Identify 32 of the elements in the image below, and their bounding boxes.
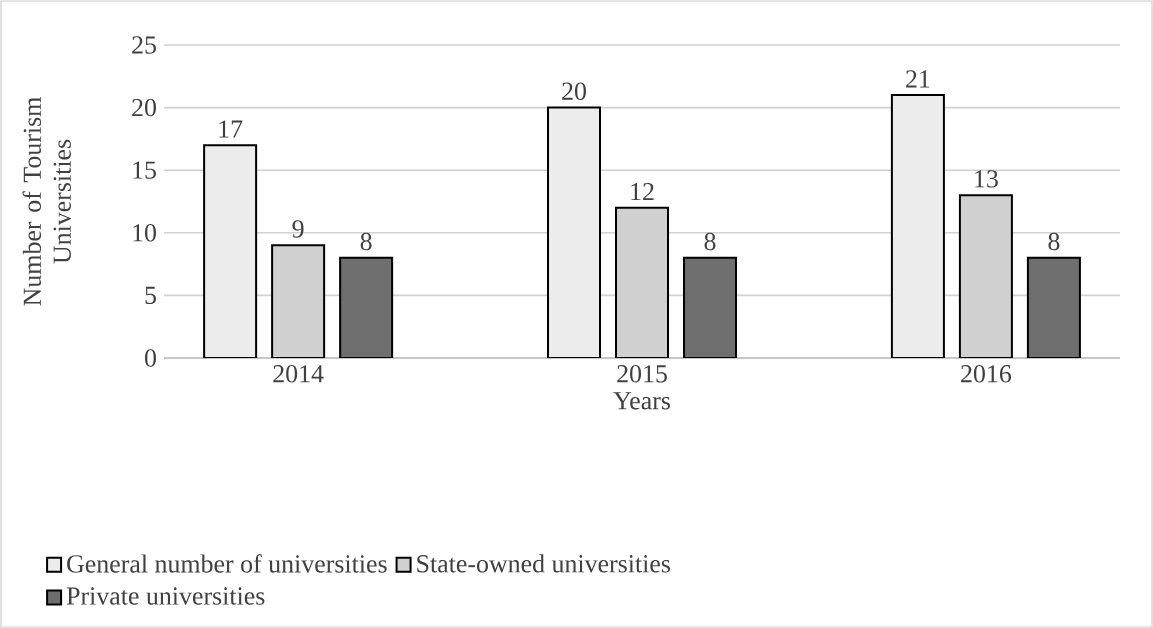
data-label: 12 [631, 182, 654, 201]
legend-label: State-owned universities [417, 554, 671, 573]
x-tick-label: 2015 [617, 365, 667, 383]
y-axis-title: Number of Tourism Universities [22, 97, 71, 306]
legend-label: Private universities [66, 587, 265, 605]
y-tick-label: 25 [132, 36, 156, 54]
y-tick-label: 20 [132, 98, 156, 117]
x-tick-label: 2014 [273, 365, 324, 383]
data-label: 17 [219, 120, 243, 138]
data-label: 20 [562, 82, 586, 100]
x-axis-title: Years [613, 392, 670, 410]
y-tick-label: 15 [133, 161, 156, 179]
data-label: 8 [1048, 232, 1060, 251]
y-tick-label: 0 [145, 349, 156, 367]
bar [615, 206, 670, 358]
bar [547, 106, 602, 358]
bar [203, 144, 258, 358]
data-label: 21 [906, 70, 930, 88]
x-tick-label: 2016 [961, 365, 1012, 383]
bar [1026, 256, 1081, 358]
y-tick-label: 5 [145, 286, 156, 304]
bar [683, 256, 738, 358]
data-label: 9 [292, 220, 304, 238]
bar [890, 94, 945, 358]
bar [271, 244, 326, 358]
bar [958, 194, 1013, 358]
y-tick-label: 10 [133, 224, 156, 242]
legend-label: General number of universities [67, 554, 387, 573]
data-label: 8 [360, 232, 372, 251]
data-label: 13 [975, 170, 998, 188]
data-label: 8 [704, 232, 716, 251]
bar [339, 256, 394, 358]
